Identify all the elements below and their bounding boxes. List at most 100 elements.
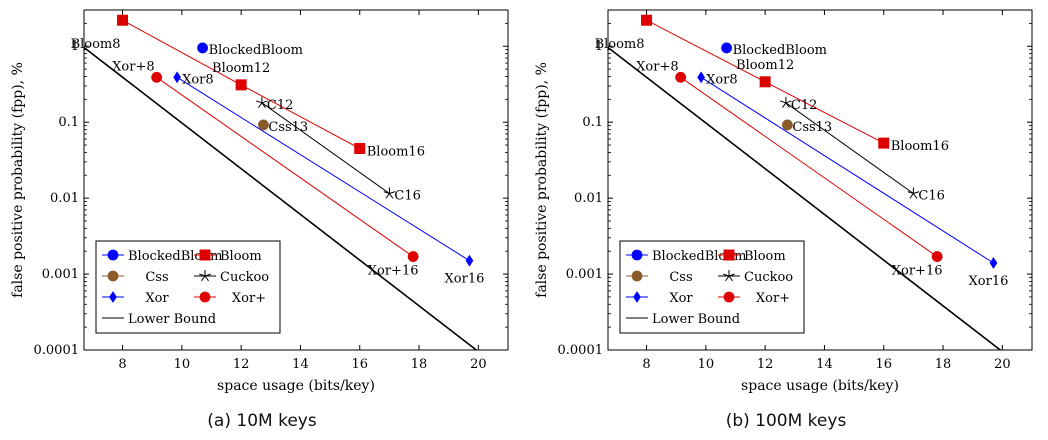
x-tick-label: 16 (351, 357, 368, 372)
y-tick-label: 0.1 (58, 115, 79, 130)
series-line-xor (176, 76, 470, 262)
data-point-bloom (117, 14, 129, 26)
chart-panel-a: 8 10 12 14 16 18 20 0.0001 0.001 0.01 0.1 1 space us… (10, 9, 509, 431)
legend-label-css: Css (669, 270, 692, 285)
x-axis-label: space usage (bits/key) (741, 378, 899, 394)
data-label: Xor+16 (368, 264, 419, 279)
data-label: Xor16 (445, 272, 485, 287)
data-label: BlockedBloom (209, 43, 303, 58)
y-tick-label: 0.0001 (558, 343, 604, 358)
data-label: Css13 (268, 120, 308, 135)
legend-marker-bloom (723, 249, 735, 261)
series-line-xor- (156, 76, 414, 258)
x-tick-label: 12 (233, 357, 250, 372)
data-point-cuckoo (256, 96, 268, 108)
data-point-xor- (151, 71, 163, 83)
x-tick-label: 8 (118, 357, 126, 372)
data-point-cuckoo (780, 96, 792, 108)
plot-frame (83, 9, 509, 351)
data-point-xor- (675, 71, 687, 83)
data-point-blockedbloom (197, 42, 209, 54)
data-point-xor (989, 257, 998, 269)
legend-label-xor-: Xor+ (232, 291, 266, 306)
chart-panel-b: 8 10 12 14 16 18 20 0.0001 0.001 0.01 0.1 1 space us… (524, 0, 1048, 440)
legend-label-css: Css (145, 270, 168, 285)
data-label: Xor16 (969, 274, 1009, 289)
data-label: BlockedBloom (733, 43, 827, 58)
y-axis-label: false positive probability (fpp), % (534, 62, 550, 298)
legend-marker-cuckoo (199, 270, 211, 282)
legend-box (95, 240, 281, 334)
data-point-xor (465, 254, 474, 267)
chart-caption-a: (a) 10M keys (207, 411, 317, 431)
x-tick-label: 20 (994, 357, 1011, 372)
legend-label-lower-bound: Lower Bound (128, 312, 216, 327)
x-tick-label: 14 (292, 357, 309, 372)
legend-marker-blockedbloom (631, 249, 643, 261)
data-point-xor (173, 71, 181, 84)
data-label: C12 (267, 98, 294, 113)
y-tick-label: 0.0001 (34, 343, 80, 358)
data-label: Xor+8 (636, 59, 678, 74)
data-label: Xor+8 (112, 59, 154, 74)
x-tick-label: 16 (875, 357, 892, 372)
y-axis-label: false positive probability (fpp), % (10, 62, 26, 298)
data-label: Xor+16 (892, 264, 943, 279)
data-point-xor- (407, 251, 419, 262)
series-line-xor- (680, 76, 938, 258)
data-point-css (257, 119, 269, 131)
data-label: Bloom16 (367, 145, 425, 160)
legend-marker-cuckoo (723, 270, 735, 282)
x-tick-label: 18 (411, 357, 428, 372)
data-label: Css13 (792, 120, 832, 135)
plot-frame (607, 9, 1033, 351)
legend-marker-xor- (199, 291, 211, 303)
legend-label-xor: Xor (669, 291, 693, 306)
data-point-css (781, 119, 793, 131)
x-tick-label: 14 (816, 357, 833, 372)
y-tick-label: 0.01 (50, 191, 79, 206)
data-point-xor (697, 71, 705, 84)
data-point-cuckoo (907, 187, 920, 199)
legend-box (619, 240, 805, 334)
y-tick-label: 0.001 (42, 267, 79, 282)
legend-label-cuckoo: Cuckoo (744, 270, 793, 285)
series-line-lower-bound (84, 46, 477, 350)
legend-label-lower-bound: Lower Bound (652, 312, 740, 327)
x-tick-label: 10 (174, 357, 191, 372)
legend-marker-css (107, 270, 119, 282)
legend-label-xor-: Xor+ (756, 291, 790, 306)
y-tick-label: 0.001 (566, 267, 603, 282)
y-tick-label: 1 (71, 39, 79, 54)
data-point-xor- (931, 251, 943, 262)
data-label: Xor8 (182, 72, 214, 87)
series-line-xor (700, 76, 994, 264)
y-tick-label: 0.01 (574, 191, 603, 206)
data-point-bloom (235, 79, 247, 91)
legend-marker-css (631, 270, 643, 282)
data-point-bloom (878, 137, 890, 149)
y-tick-label: 0.1 (582, 115, 603, 130)
legend-label-bloom: Bloom (744, 249, 786, 264)
data-label: Bloom8 (71, 37, 121, 52)
legend-marker-xor (109, 291, 117, 303)
data-point-blockedbloom (721, 42, 733, 54)
x-tick-label: 8 (642, 357, 650, 372)
data-label: C12 (791, 98, 818, 113)
legend-marker-xor- (723, 291, 735, 303)
data-label: Bloom16 (891, 139, 949, 154)
data-label: Xor8 (706, 72, 738, 87)
data-label: C16 (394, 189, 421, 204)
legend-marker-bloom (199, 249, 211, 261)
data-point-bloom (354, 143, 366, 155)
legend-label-blockedbloom: BlockedBloom (128, 249, 222, 264)
series-line-cuckoo (261, 102, 390, 194)
chart-b-svg: 8 10 12 14 16 18 20 0.0001 0.001 0.01 0.1 1 space us… (534, 9, 1033, 394)
legend-marker-xor (633, 291, 641, 303)
data-point-bloom (641, 14, 653, 26)
data-label: Bloom12 (736, 58, 794, 73)
legend-label-bloom: Bloom (220, 249, 262, 264)
data-point-cuckoo (383, 187, 396, 199)
chart-caption-b: (b) 100M keys (725, 411, 847, 431)
y-tick-label: 1 (595, 39, 603, 54)
